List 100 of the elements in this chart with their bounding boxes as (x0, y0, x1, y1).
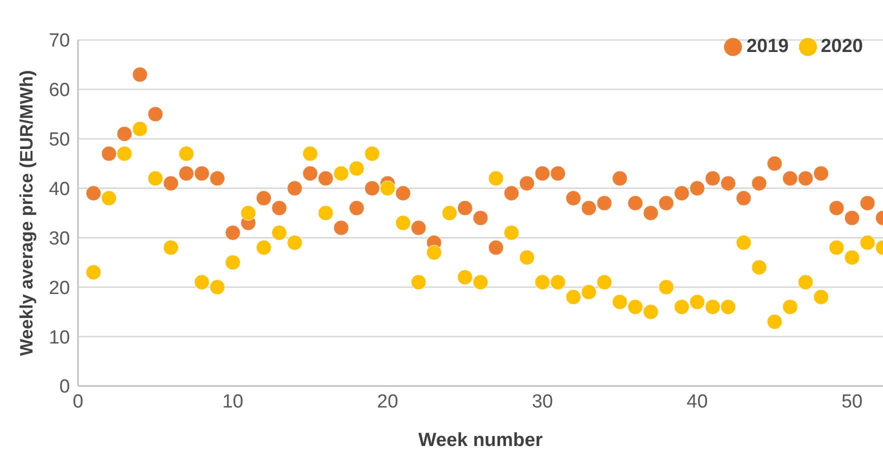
point (766, 156, 782, 172)
point (704, 170, 720, 186)
point (163, 176, 179, 192)
point (286, 180, 302, 196)
point (348, 200, 364, 216)
point (101, 190, 117, 206)
legend-label: 2019 (746, 36, 789, 57)
point (798, 274, 814, 290)
point (643, 304, 659, 320)
point (178, 166, 194, 182)
point (504, 225, 520, 241)
point (163, 240, 179, 256)
point (442, 205, 458, 221)
point (612, 294, 628, 310)
point (813, 289, 829, 305)
point (148, 106, 164, 122)
point (132, 121, 148, 137)
point (628, 299, 644, 315)
y-tick-label: 50 (48, 130, 70, 151)
point (519, 176, 535, 192)
point (844, 210, 860, 226)
x-axis-title: Week number (418, 430, 544, 451)
y-tick-label: 30 (48, 228, 70, 250)
point (488, 240, 504, 256)
point (844, 250, 860, 266)
point (395, 185, 411, 201)
point (766, 314, 782, 330)
point (364, 180, 380, 196)
y-tick-label: 20 (48, 278, 70, 299)
x-tick-label: 0 (72, 391, 84, 412)
point (364, 146, 380, 162)
y-tick-label: 40 (48, 179, 70, 200)
point (148, 170, 164, 186)
point (798, 170, 814, 186)
point (194, 274, 210, 290)
y-tick-label: 10 (48, 327, 70, 348)
point (581, 284, 597, 300)
point (596, 274, 612, 290)
point (782, 170, 798, 186)
point (348, 160, 364, 176)
point (194, 166, 210, 182)
point (410, 274, 426, 290)
point (256, 190, 272, 206)
point (410, 220, 426, 236)
point (395, 215, 411, 231)
point (380, 180, 396, 196)
y-tick-label: 70 (48, 30, 70, 52)
point (566, 289, 582, 305)
point (318, 170, 334, 186)
point (86, 185, 102, 201)
point (674, 299, 690, 315)
point (628, 195, 644, 211)
point (210, 279, 226, 295)
point (302, 166, 318, 182)
point (256, 240, 272, 256)
point (782, 299, 798, 315)
point (333, 166, 349, 182)
point (813, 166, 829, 182)
point (472, 210, 488, 226)
point (612, 170, 628, 186)
y-axis-title: Weekly average price (EUR/MWh) (16, 70, 36, 356)
point (101, 146, 117, 162)
x-tick-label: 40 (686, 391, 708, 412)
point (828, 200, 844, 216)
point (736, 190, 752, 206)
y-tick-label: 0 (59, 376, 70, 398)
point (720, 299, 736, 315)
point (457, 200, 473, 216)
point (550, 274, 566, 290)
point (828, 240, 844, 256)
point (178, 146, 194, 162)
point (472, 274, 488, 290)
point (272, 200, 287, 216)
point (643, 205, 659, 221)
point (534, 274, 550, 290)
point (534, 166, 550, 182)
point (225, 254, 241, 270)
point (116, 126, 132, 142)
point (240, 205, 256, 221)
point (736, 234, 752, 250)
point (116, 146, 132, 162)
point (519, 250, 535, 266)
x-tick-label: 20 (377, 391, 398, 412)
point (318, 205, 334, 221)
point (225, 225, 241, 241)
x-tick-label: 30 (532, 391, 553, 412)
point (504, 185, 520, 201)
point (751, 176, 767, 192)
legend-label: 2020 (820, 36, 863, 57)
point (550, 166, 566, 182)
point (860, 234, 876, 250)
point (674, 185, 690, 201)
point (581, 200, 597, 216)
point (704, 299, 720, 315)
point (860, 195, 876, 211)
point (566, 190, 582, 206)
point (596, 195, 612, 211)
point (689, 294, 705, 310)
x-tick-label: 10 (222, 391, 244, 412)
point (426, 244, 442, 260)
